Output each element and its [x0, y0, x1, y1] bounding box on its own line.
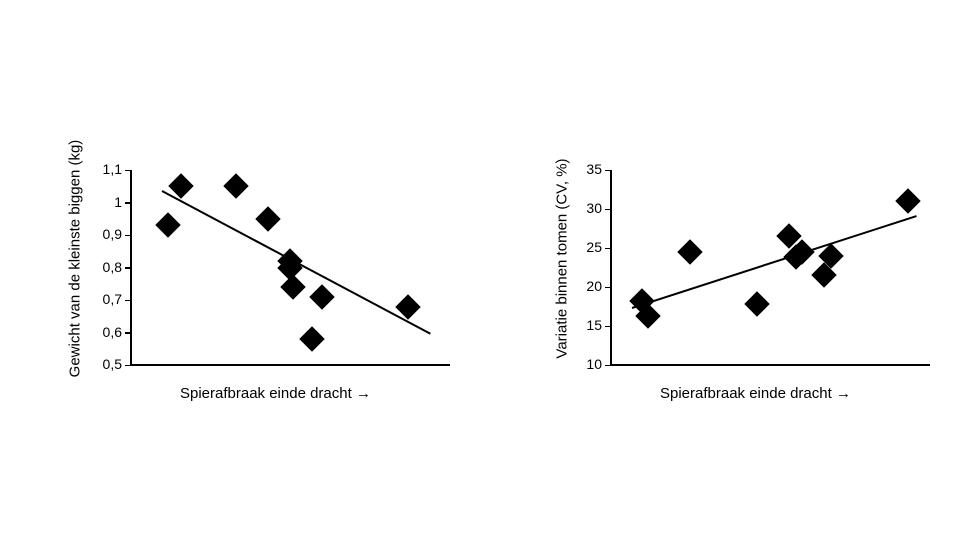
data-point — [223, 174, 248, 199]
y-tick-mark — [125, 202, 130, 204]
right-y-axis-label: Variatie binnen tomen (CV, %) — [554, 129, 571, 389]
left-plot-area — [130, 170, 450, 365]
y-tick-label: 0,8 — [92, 259, 122, 275]
y-tick-label: 35 — [578, 161, 602, 177]
right-x-axis — [610, 364, 930, 366]
y-tick-label: 30 — [578, 200, 602, 216]
data-point — [255, 206, 280, 231]
y-tick-mark — [605, 287, 610, 289]
y-tick-mark — [125, 300, 130, 302]
data-point — [895, 188, 920, 213]
data-point — [300, 326, 325, 351]
y-tick-mark — [605, 248, 610, 250]
left-x-axis — [130, 364, 450, 366]
data-point — [309, 284, 334, 309]
y-tick-label: 1,1 — [92, 161, 122, 177]
y-tick-label: 0,7 — [92, 291, 122, 307]
y-tick-label: 20 — [578, 278, 602, 294]
data-point — [280, 274, 305, 299]
trend-line — [162, 190, 432, 335]
y-tick-label: 0,9 — [92, 226, 122, 242]
left-y-axis-label: Gewicht van de kleinste biggen (kg) — [67, 119, 84, 399]
y-tick-mark — [605, 170, 610, 172]
y-tick-mark — [605, 365, 610, 367]
y-tick-mark — [125, 332, 130, 334]
y-tick-label: 10 — [578, 356, 602, 372]
left-y-axis — [130, 170, 132, 365]
y-tick-label: 25 — [578, 239, 602, 255]
y-tick-mark — [605, 326, 610, 328]
left-scatter-chart: Gewicht van de kleinste biggen (kg) Spie… — [70, 150, 460, 430]
y-tick-label: 15 — [578, 317, 602, 333]
y-tick-mark — [125, 235, 130, 237]
y-tick-mark — [125, 170, 130, 172]
y-tick-label: 1 — [92, 194, 122, 210]
data-point — [744, 291, 769, 316]
right-plot-area — [610, 170, 930, 365]
data-point — [156, 213, 181, 238]
right-scatter-chart: Variatie binnen tomen (CV, %) Spierafbra… — [560, 150, 950, 430]
data-point — [677, 239, 702, 264]
right-y-axis — [610, 170, 612, 365]
right-x-axis-label: Spierafbraak einde dracht → — [660, 385, 851, 402]
y-tick-label: 0,5 — [92, 356, 122, 372]
trend-line — [632, 215, 917, 309]
y-tick-mark — [125, 267, 130, 269]
y-tick-mark — [125, 365, 130, 367]
left-x-axis-label: Spierafbraak einde dracht → — [180, 385, 371, 402]
y-tick-mark — [605, 209, 610, 211]
y-tick-label: 0,6 — [92, 324, 122, 340]
